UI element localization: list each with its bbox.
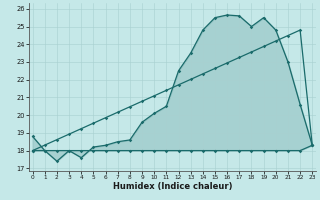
X-axis label: Humidex (Indice chaleur): Humidex (Indice chaleur) [113,182,232,191]
